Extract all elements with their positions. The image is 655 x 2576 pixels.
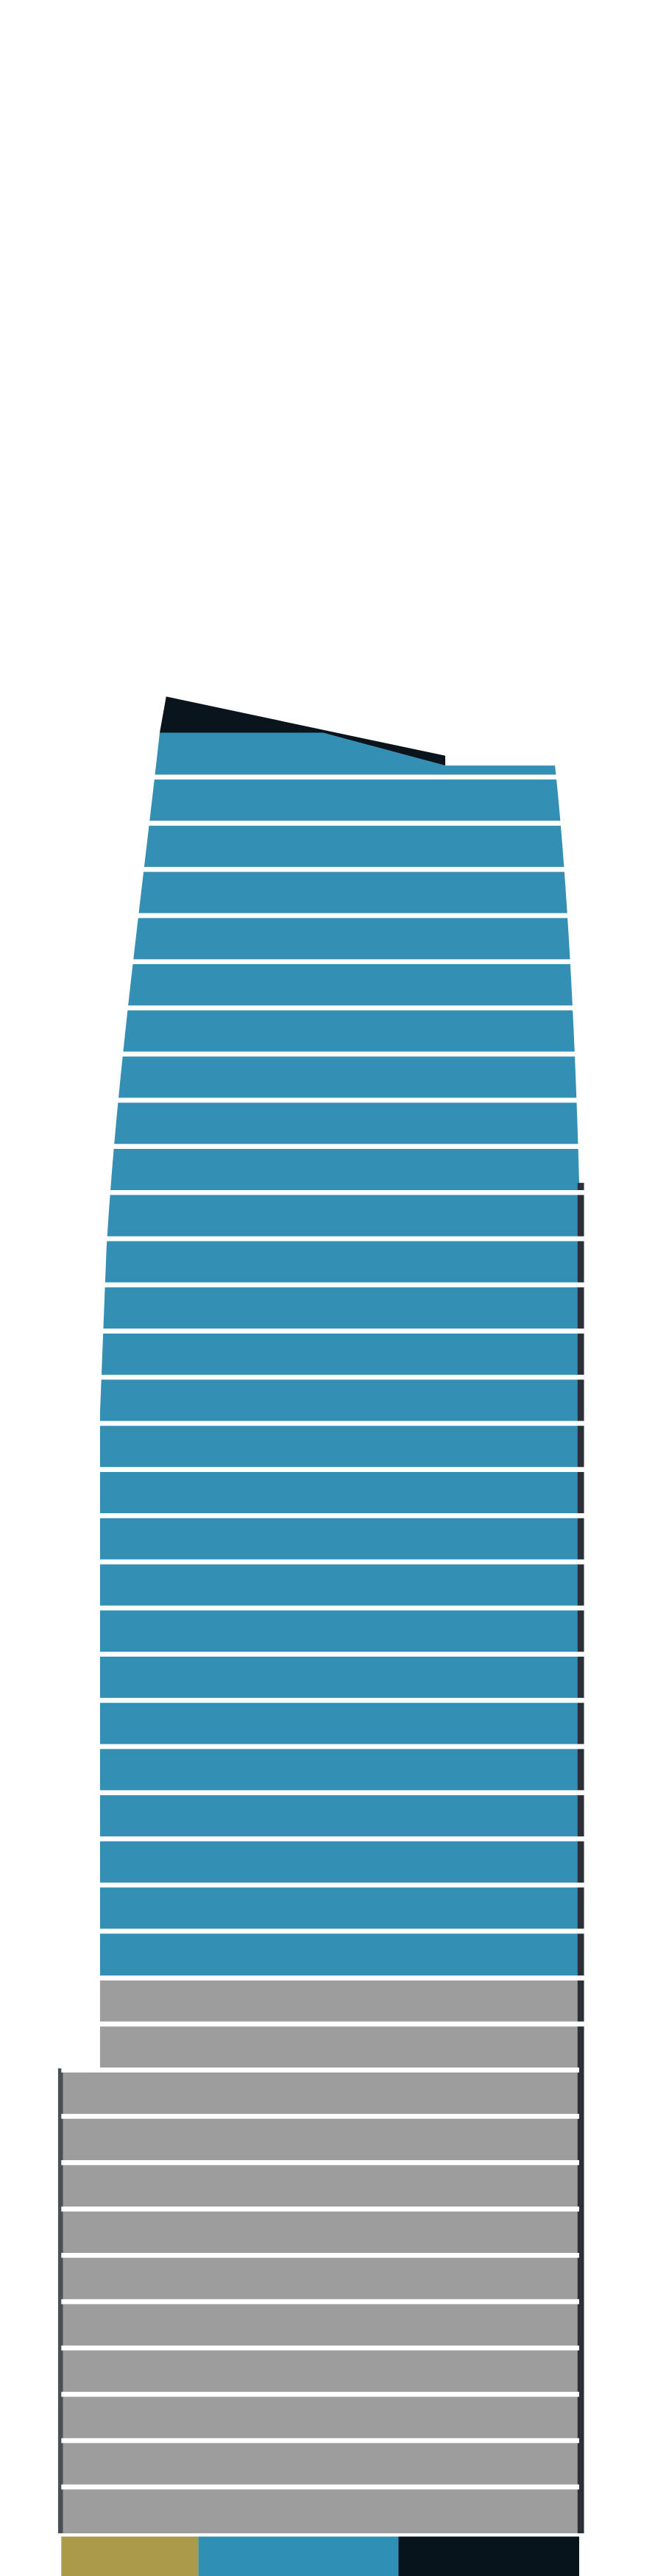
base-strip-dark bbox=[398, 2536, 579, 2576]
base-strip-blue bbox=[198, 2536, 399, 2576]
roof-crown bbox=[160, 696, 446, 766]
floor-lines bbox=[61, 774, 584, 2490]
shadow-edge bbox=[577, 1183, 584, 2533]
shadow-edge-podium bbox=[57, 2068, 63, 2533]
tower-body bbox=[99, 732, 579, 1977]
base-strip-gold bbox=[61, 2536, 199, 2576]
